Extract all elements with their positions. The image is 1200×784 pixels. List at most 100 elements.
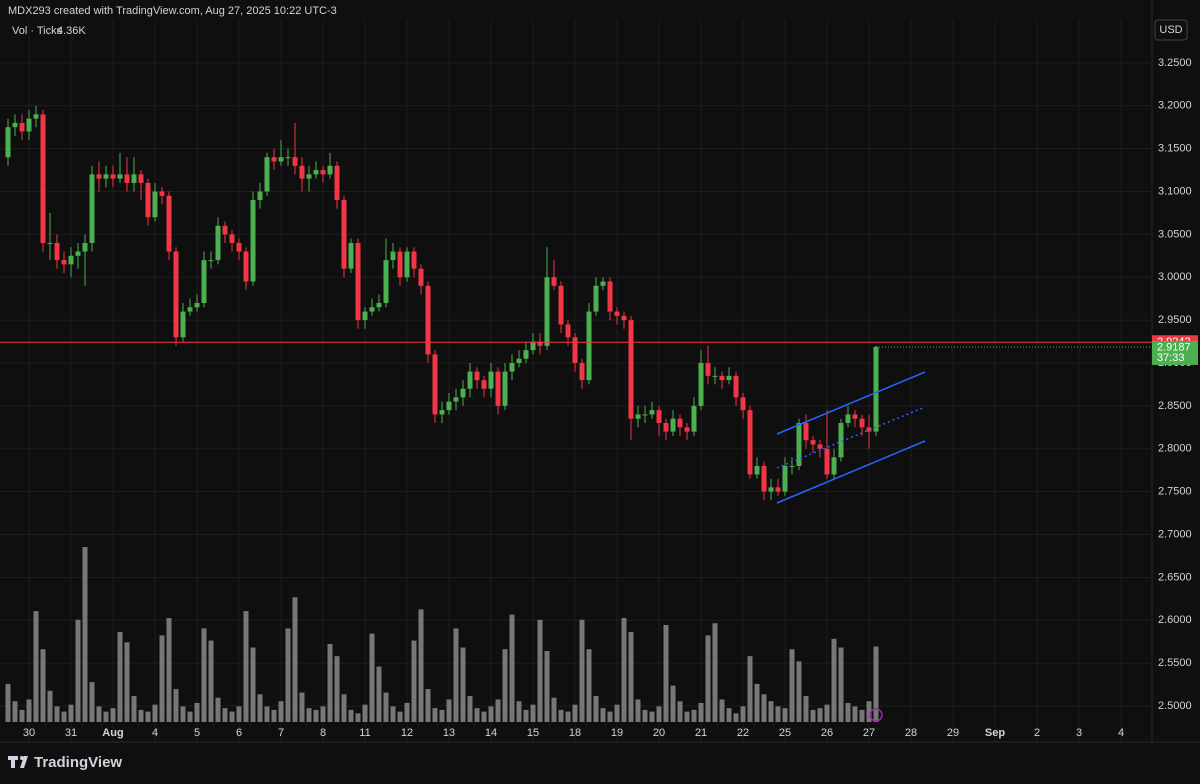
x-tick-label: 21 (695, 727, 707, 739)
candle-body (103, 174, 109, 179)
volume-bar (439, 709, 445, 722)
volume-bar (740, 706, 746, 722)
volume-bar (586, 649, 592, 722)
volume-bar (446, 699, 452, 722)
volume-last: 4.36K (57, 25, 86, 37)
volume-bar (292, 597, 298, 722)
volume-bar (663, 624, 669, 722)
volume-bar (656, 706, 662, 722)
volume-bar (355, 713, 361, 722)
y-tick-label: 3.2500 (1158, 57, 1192, 69)
candle-body (341, 200, 347, 269)
candle-body (740, 397, 746, 411)
candle-body (768, 487, 774, 492)
event-icon[interactable] (869, 708, 883, 722)
volume-bar (222, 708, 228, 722)
candle-body (502, 371, 508, 406)
candle-body (873, 346, 879, 432)
volume-bar (362, 704, 368, 722)
volume-bar (19, 709, 25, 722)
candle-body (47, 242, 53, 244)
volume-bar (271, 709, 277, 722)
x-tick-label: 27 (863, 727, 875, 739)
volume-bar (306, 708, 312, 722)
candle-body (453, 397, 459, 402)
volume-bar (208, 640, 214, 722)
volume-bar (607, 711, 613, 722)
candle-body (621, 315, 627, 321)
volume-bar (89, 682, 95, 722)
candle-body (698, 362, 704, 406)
volume-bar (572, 704, 578, 722)
candle-body (306, 174, 312, 179)
candle-body (663, 423, 669, 432)
candle-body (551, 277, 557, 286)
candle-body (677, 418, 683, 428)
volume-bar (40, 649, 46, 722)
candle-body (761, 465, 767, 492)
currency-box[interactable] (1154, 19, 1188, 41)
volume-bar (859, 709, 865, 722)
candle-body (635, 414, 641, 419)
volume-bar (873, 646, 879, 722)
x-tick-label: 11 (359, 727, 370, 739)
candle-body (719, 375, 725, 381)
candle-body (383, 260, 389, 303)
brand: TradingView (34, 754, 122, 771)
candle-body (747, 410, 753, 475)
candle-body (285, 157, 291, 159)
candle-body (404, 251, 410, 278)
candle-body (411, 251, 417, 269)
volume-bar (341, 694, 347, 722)
candle-body (320, 170, 326, 175)
x-tick-label: 4 (152, 727, 158, 739)
y-tick-label: 3.2000 (1158, 100, 1192, 112)
volume-bar (733, 713, 739, 722)
candle-body (68, 255, 74, 265)
candle-body (656, 410, 662, 424)
volume-bar (845, 702, 851, 722)
candle-body (124, 174, 130, 183)
candle-body (327, 165, 333, 175)
candle-body (362, 311, 368, 321)
candle-body (544, 277, 550, 346)
volume-bar (229, 711, 235, 722)
candle-body (61, 260, 67, 265)
candle-body (481, 380, 487, 389)
candle-body (845, 414, 851, 424)
candle-body (166, 195, 172, 252)
candle-body (523, 350, 529, 359)
candle-body (390, 251, 396, 261)
candle-body (866, 427, 872, 432)
volume-bar (488, 706, 494, 722)
y-tick-label: 2.6000 (1158, 614, 1192, 626)
candle-body (138, 174, 144, 183)
volume-bar (866, 701, 872, 722)
currency[interactable]: USD (1159, 24, 1182, 36)
candle-body (726, 375, 732, 381)
y-tick-label: 3.1000 (1158, 185, 1192, 197)
candle-body (460, 388, 466, 398)
volume-bar (768, 701, 774, 722)
candle-body (642, 414, 648, 416)
candle-body (670, 418, 676, 432)
y-tick-label: 2.5000 (1158, 700, 1192, 712)
candle-body (369, 307, 375, 312)
x-tick-label: 22 (737, 727, 749, 739)
candle-body (733, 375, 739, 398)
volume-bar (411, 640, 417, 722)
channel-lower (776, 440, 926, 504)
volume-bar (747, 656, 753, 722)
volume-bar (684, 711, 690, 722)
candle-body (334, 165, 340, 201)
candle-body (110, 174, 116, 179)
candle-body (250, 200, 256, 282)
candle-body (215, 225, 221, 261)
candle-body (607, 281, 613, 312)
candle-body (145, 182, 151, 218)
x-tick-label: 7 (278, 727, 284, 739)
candle-body (572, 337, 578, 363)
candle-body (243, 251, 249, 282)
